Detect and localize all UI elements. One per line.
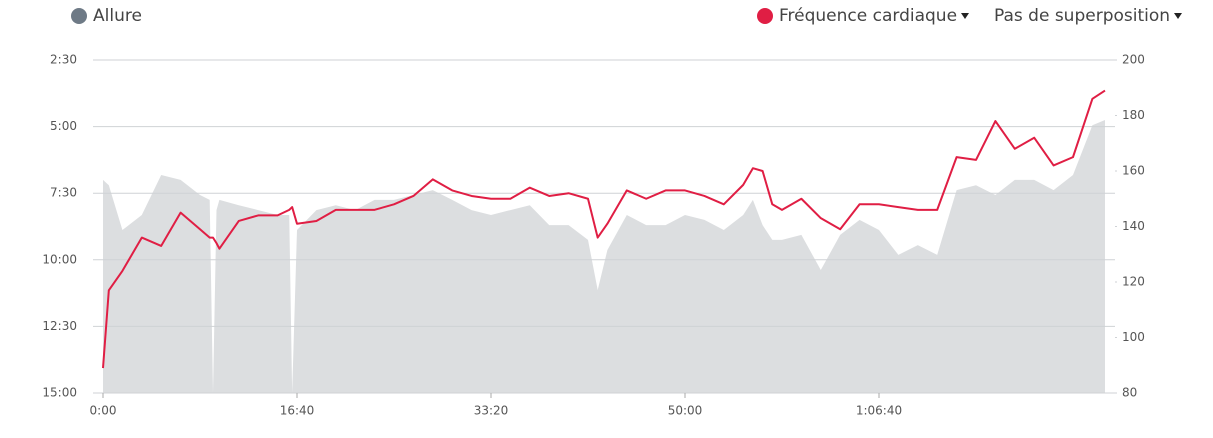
y2-tick-label: 100 (1122, 330, 1145, 344)
y2-tick-label: 160 (1122, 164, 1145, 178)
x-tick-label: 16:40 (280, 404, 315, 418)
y-tick-label: 12:30 (42, 319, 77, 333)
x-tick-label: 33:20 (474, 404, 509, 418)
x-tick-label: 1:06:40 (856, 404, 902, 418)
dropdown-caret (1174, 13, 1183, 19)
y-tick-label: 5:00 (50, 119, 77, 133)
y2-tick-label: 80 (1122, 386, 1137, 400)
y2-tick-label: 200 (1122, 53, 1145, 67)
legend-dot (757, 8, 773, 24)
dropdown-caret (961, 13, 970, 19)
heart-rate-line (102, 89, 1106, 369)
overlay-label: Pas de superposition (994, 6, 1171, 26)
pace-area (103, 119, 1105, 393)
y-tick-label: 7:30 (50, 186, 77, 200)
legend-pace[interactable]: Allure (71, 5, 142, 27)
y-tick-label: 10:00 (42, 252, 77, 266)
y2-tick-label: 180 (1122, 108, 1145, 122)
legend-heart-rate[interactable]: Fréquence cardiaque (757, 5, 970, 27)
y-tick-label: 2:30 (50, 53, 77, 67)
overlay-menu[interactable]: Pas de superposition (994, 5, 1183, 27)
y-tick-label: 15:00 (42, 386, 77, 400)
x-tick-label: 50:00 (668, 404, 703, 418)
legend-label: Allure (93, 6, 142, 26)
y2-tick-label: 140 (1122, 219, 1145, 233)
legend-label: Fréquence cardiaque (779, 6, 958, 26)
x-tick-label: 0:00 (90, 404, 117, 418)
y2-tick-label: 120 (1122, 275, 1145, 289)
legend-dot (71, 8, 87, 24)
